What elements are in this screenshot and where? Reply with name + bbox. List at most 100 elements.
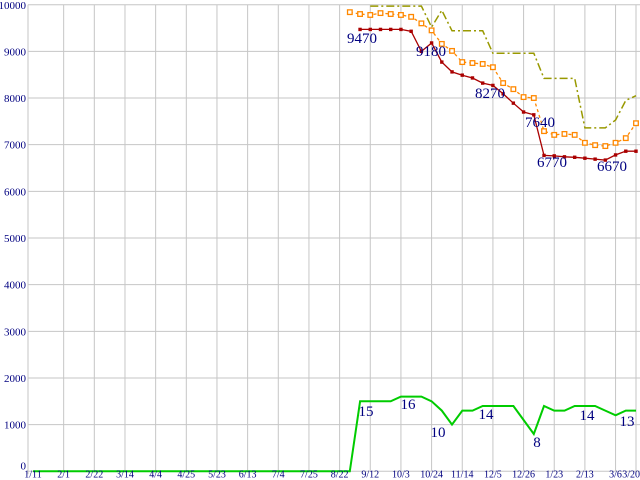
point-label: 14 [580,408,596,424]
data-point-marker [552,154,556,158]
x-tick-label: 3/6 [609,470,622,480]
data-point-marker [581,139,588,146]
data-point-marker [592,142,599,149]
data-point-marker [530,95,537,101]
data-point-marker [440,60,444,64]
olive-dashdot-line [370,5,637,129]
data-point-marker [408,13,415,20]
data-point-marker [368,27,372,32]
y-tick-label: 6000 [4,186,27,198]
data-point-marker [399,27,403,32]
data-point-marker [397,12,404,18]
x-tick-label: 2/13 [576,470,594,480]
x-tick-label: 8/22 [331,470,349,480]
y-tick-label: 0 [21,460,27,472]
data-point-marker [561,130,568,137]
data-point-marker [480,81,485,85]
point-label: 10 [431,425,446,441]
point-label: 14 [479,407,495,423]
data-point-marker [520,94,527,101]
x-tick-label: 12/26 [512,470,535,480]
data-point-marker [459,59,466,66]
data-point-marker [501,92,505,96]
data-point-marker [491,83,495,88]
x-tick-label: 2/1 [57,470,70,480]
gridlines [27,4,640,475]
data-point-marker [542,153,546,158]
x-tick-label: 3/20 [622,470,640,480]
data-point-marker [593,157,597,161]
data-point-marker [562,155,567,159]
x-tick-label: 11/14 [451,470,473,480]
x-tick-label: 10/24 [420,470,443,480]
x-tick-label: 1/11 [24,470,41,480]
x-tick-label: 9/12 [361,470,379,480]
x-tick-label: 1/23 [545,470,563,480]
point-label: 9470 [347,31,377,47]
point-label: 6770 [537,155,567,171]
data-point-marker [470,76,475,80]
data-point-marker [429,41,434,45]
data-point-marker [358,27,362,32]
data-point-marker [613,153,618,157]
x-tick-label: 4/25 [177,470,195,480]
data-point-marker [419,49,424,54]
y-tick-label: 8000 [4,93,27,105]
point-label: 13 [620,414,635,430]
point-label: 9180 [416,44,446,60]
data-point-marker [583,156,587,160]
data-point-marker [378,27,383,32]
olive-dashdot-line-path [370,5,637,129]
point-label: 8270 [475,86,505,102]
data-point-marker [521,110,526,114]
x-tick-label: 7/4 [272,470,285,480]
data-point-marker [633,120,639,127]
x-tick-label: 12/5 [484,470,502,480]
data-point-marker [500,80,507,87]
y-tick-label: 4000 [4,280,27,292]
point-label: 7640 [525,115,555,131]
x-tick-label: 4/4 [149,470,162,480]
x-tick-label: 6/13 [239,470,257,480]
red-solid-line-path [360,28,636,161]
y-tick-label: 10000 [0,0,27,12]
data-point-marker [479,61,486,67]
y-tick-label: 1000 [4,420,27,432]
data-point-marker [603,158,608,162]
y-tick-label: 3000 [4,326,27,338]
x-tick-label: 5/23 [208,470,226,480]
x-tick-label: 3/14 [116,470,134,480]
data-point-marker [572,155,577,159]
y-tick-label: 9000 [4,46,27,58]
data-point-marker [624,149,628,153]
data-point-marker [428,27,435,34]
data-point-marker [418,20,425,27]
y-axis-labels: 1000090008000700060005000400030002000100… [0,0,27,472]
orange-dashed-line [346,9,639,150]
data-point-marker [450,70,454,74]
data-point-marker [612,139,619,146]
data-point-marker [622,135,629,142]
y-tick-label: 2000 [4,373,27,385]
x-tick-label: 10/3 [392,470,410,480]
data-point-marker [449,47,455,54]
data-point-marker [367,12,374,18]
data-point-marker [387,11,394,17]
data-point-marker [469,60,476,66]
y-tick-label: 5000 [4,233,27,245]
data-point-marker [602,143,609,150]
point-label: 6670 [597,159,627,175]
data-point-marker [634,149,638,153]
data-point-marker [409,29,413,33]
x-tick-label: 7/25 [300,470,318,480]
point-label: 16 [401,397,417,413]
green-solid-line-path [33,395,636,473]
data-point-marker [511,101,516,105]
x-tick-label: 2/22 [85,470,103,480]
data-point-marker [551,131,558,138]
data-point-marker [541,128,547,135]
x-axis-labels: 1/11 2/1 2/22 3/14 4/4 4/25 5/23 6/13 7/4 7/25 8/2… [24,470,640,480]
data-point-marker [357,11,364,17]
